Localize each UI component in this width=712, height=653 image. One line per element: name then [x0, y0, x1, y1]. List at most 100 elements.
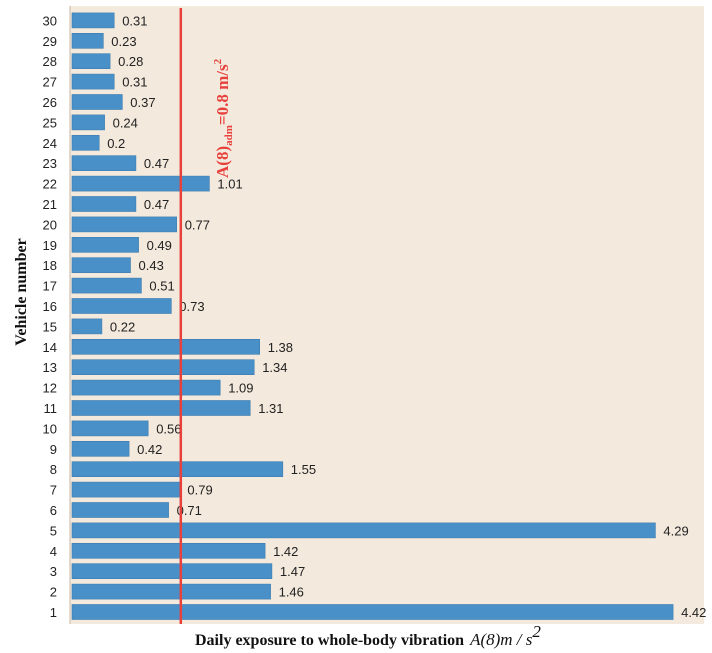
data-label-vehicle-24: 0.2: [107, 136, 125, 151]
y-tick-label-23: 23: [43, 156, 57, 171]
data-label-vehicle-2: 1.46: [279, 585, 304, 600]
bar-vehicle-8: [71, 461, 284, 478]
data-label-vehicle-20: 0.77: [185, 217, 210, 232]
bar-vehicle-12: [71, 379, 221, 396]
bar-vehicle-1: [71, 604, 674, 620]
y-tick-label-18: 18: [43, 258, 57, 273]
bar-vehicle-5: [71, 522, 656, 539]
data-label-vehicle-17: 0.51: [149, 279, 174, 294]
bar-vehicle-13: [71, 359, 255, 376]
reference-label-sup: 2: [212, 58, 224, 64]
bar-vehicle-25: [71, 114, 105, 131]
data-label-vehicle-26: 0.37: [130, 95, 155, 110]
data-label-vehicle-1: 4.42: [681, 605, 706, 620]
reference-label-main: A(8): [213, 146, 232, 178]
data-label-vehicle-3: 1.47: [280, 564, 305, 579]
y-tick-label-10: 10: [43, 421, 57, 436]
y-tick-label-20: 20: [43, 217, 57, 232]
y-tick-label-2: 2: [50, 585, 57, 600]
data-label-vehicle-14: 1.38: [268, 340, 293, 355]
y-tick-label-25: 25: [43, 115, 57, 130]
bar-vehicle-21: [71, 196, 137, 212]
data-label-vehicle-27: 0.31: [122, 75, 147, 90]
bar-vehicle-17: [71, 277, 142, 294]
data-label-vehicle-25: 0.24: [113, 115, 138, 130]
bar-vehicle-20: [71, 216, 177, 233]
data-label-vehicle-28: 0.28: [118, 54, 143, 69]
y-tick-label-22: 22: [43, 177, 57, 192]
x-axis-title-sup: 2: [532, 622, 541, 641]
bar-vehicle-19: [71, 237, 139, 253]
data-label-vehicle-6: 0.71: [177, 503, 202, 518]
x-axis-title: Daily exposure to whole-body vibration A(…: [195, 622, 541, 649]
data-label-vehicle-11: 1.31: [258, 401, 283, 416]
y-tick-label-12: 12: [43, 381, 57, 396]
y-tick-label-3: 3: [50, 564, 57, 579]
y-tick-label-6: 6: [50, 503, 57, 518]
data-label-vehicle-19: 0.49: [147, 238, 172, 253]
y-tick-label-9: 9: [50, 442, 57, 457]
bar-vehicle-11: [71, 400, 251, 416]
y-tick-label-8: 8: [50, 462, 57, 477]
y-tick-label-28: 28: [43, 54, 57, 69]
y-tick-label-13: 13: [43, 360, 57, 375]
data-label-vehicle-29: 0.23: [111, 34, 136, 49]
y-tick-label-24: 24: [43, 136, 57, 151]
bar-vehicle-27: [71, 73, 115, 90]
bar-vehicle-14: [71, 338, 260, 355]
bar-vehicle-28: [71, 53, 111, 70]
y-tick-label-7: 7: [50, 483, 57, 498]
value-labels-group: 4.42 1.46 1.47 1.42 4.29 0.71 0.79 1.55 0.42 0.56…: [107, 13, 706, 620]
reference-label-rest: =0.8 m/s: [213, 64, 232, 125]
bar-vehicle-18: [71, 257, 131, 274]
data-label-vehicle-7: 0.79: [187, 483, 212, 498]
bar-vehicle-4: [71, 542, 266, 559]
bar-vehicle-23: [71, 155, 137, 171]
y-tick-label-16: 16: [43, 299, 57, 314]
bar-vehicle-30: [71, 12, 115, 29]
data-label-vehicle-4: 1.42: [273, 544, 298, 559]
y-tick-label-15: 15: [43, 319, 57, 334]
y-tick-label-27: 27: [43, 75, 57, 90]
bar-vehicle-10: [71, 420, 149, 437]
bar-vehicle-7: [71, 481, 180, 498]
x-axis-title-math: A(8)m / s: [469, 630, 533, 649]
y-tick-label-11: 11: [44, 401, 58, 416]
x-axis-title-text: Daily exposure to whole-body vibration: [195, 632, 464, 649]
reference-label-sub: adm: [223, 125, 235, 146]
data-label-vehicle-16: 0.73: [179, 299, 204, 314]
data-label-vehicle-22: 1.01: [217, 177, 242, 192]
y-tick-labels-group: 1234567891011121314151617181920212223242…: [43, 13, 57, 620]
bar-vehicle-15: [71, 318, 103, 335]
data-label-vehicle-23: 0.47: [144, 156, 169, 171]
data-label-vehicle-10: 0.56: [156, 421, 181, 436]
y-tick-label-5: 5: [50, 523, 57, 538]
y-tick-label-21: 21: [43, 197, 57, 212]
data-label-vehicle-15: 0.22: [110, 319, 135, 334]
data-label-vehicle-21: 0.47: [144, 197, 169, 212]
bar-vehicle-22: [71, 175, 210, 192]
bar-vehicle-24: [71, 135, 100, 151]
data-label-vehicle-18: 0.43: [139, 258, 164, 273]
data-label-vehicle-8: 1.55: [291, 462, 316, 477]
bar-vehicle-2: [71, 583, 271, 600]
y-tick-label-30: 30: [43, 13, 57, 28]
y-axis-title: Vehicle number: [13, 238, 30, 345]
y-tick-label-26: 26: [43, 95, 57, 110]
y-tick-label-19: 19: [43, 238, 57, 253]
reference-line-label: A(8)adm=0.8 m/s2: [212, 58, 235, 178]
data-label-vehicle-13: 1.34: [262, 360, 287, 375]
bar-vehicle-6: [71, 502, 169, 518]
data-label-vehicle-30: 0.31: [122, 13, 147, 28]
data-label-vehicle-5: 4.29: [663, 523, 688, 538]
bar-vehicle-29: [71, 32, 104, 49]
y-tick-label-1: 1: [50, 605, 57, 620]
y-tick-label-4: 4: [50, 544, 57, 559]
bar-vehicle-26: [71, 94, 123, 110]
bars-group: [71, 12, 674, 620]
plot-background: [70, 6, 704, 624]
bar-vehicle-9: [71, 440, 130, 457]
y-tick-label-14: 14: [43, 340, 57, 355]
data-label-vehicle-9: 0.42: [137, 442, 162, 457]
